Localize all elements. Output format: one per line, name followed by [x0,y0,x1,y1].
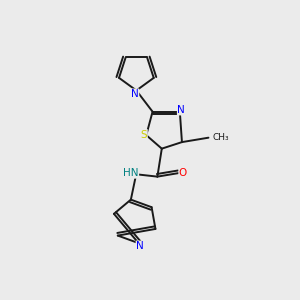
Text: CH₃: CH₃ [212,133,229,142]
Text: N: N [131,89,139,99]
Text: N: N [136,241,144,251]
Text: O: O [179,168,187,178]
Text: HN: HN [123,168,139,178]
Text: S: S [141,130,147,140]
Text: N: N [177,105,185,115]
